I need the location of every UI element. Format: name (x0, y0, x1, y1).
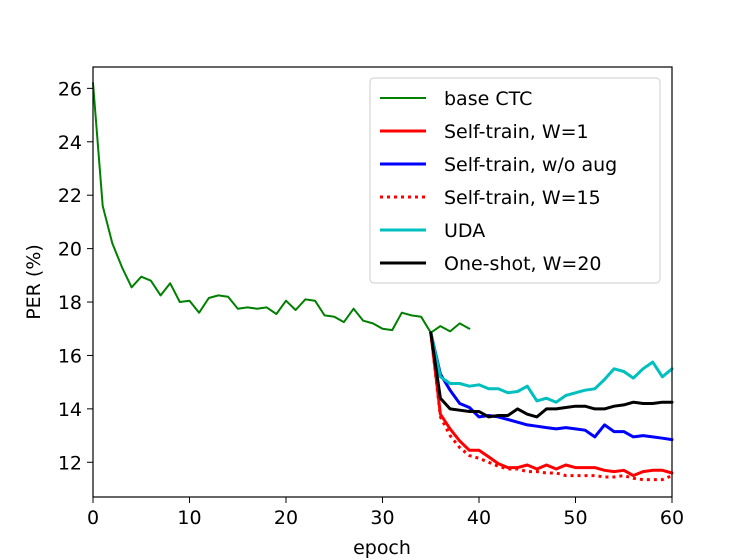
legend-label-self-train-w-15: Self-train, W=15 (444, 187, 601, 209)
x-tick-label: 40 (467, 507, 491, 529)
plot-lines (92, 82, 674, 482)
y-tick-label: 22 (58, 185, 82, 207)
y-tick-label: 24 (58, 132, 82, 154)
legend-label-base-ctc: base CTC (444, 88, 532, 110)
legend-box (369, 77, 661, 284)
series-line-one-shot-w-20 (429, 331, 674, 419)
x-axis-label: epoch (353, 537, 411, 559)
series-line-self-train-w-1 (429, 331, 674, 478)
legend-label-self-train-w-o-aug: Self-train, w/o aug (444, 154, 617, 176)
y-tick-label: 20 (58, 239, 82, 261)
y-tick-label: 26 (58, 78, 82, 100)
x-tick-label: 60 (660, 507, 684, 529)
series-line-self-train-w-o-aug (429, 331, 674, 442)
x-tick-label: 10 (177, 507, 201, 529)
axis-ticks: 0 10 20 30 40 50 60 12 14 16 18 20 22 24 26 (58, 78, 684, 529)
x-tick-label: 30 (370, 507, 394, 529)
y-tick-label: 12 (58, 452, 82, 474)
series-line-base-ctc (92, 82, 471, 334)
y-tick-label: 14 (58, 399, 82, 421)
y-tick-label: 18 (58, 292, 82, 314)
legend-label-self-train-w-1: Self-train, W=1 (444, 121, 589, 143)
y-axis-label: PER (%) (23, 244, 45, 320)
series-line-uda (429, 331, 674, 404)
y-tick-label: 16 (58, 345, 82, 367)
x-tick-label: 20 (274, 507, 298, 529)
legend: base CTC Self-train, W=1 Self-train, w/o a… (369, 77, 661, 284)
x-tick-label: 0 (87, 507, 99, 529)
legend-label-one-shot-w-20: One-shot, W=20 (444, 253, 602, 275)
legend-label-uda: UDA (444, 220, 485, 242)
series-line-self-train-w-15 (429, 332, 673, 482)
x-tick-label: 50 (563, 507, 587, 529)
